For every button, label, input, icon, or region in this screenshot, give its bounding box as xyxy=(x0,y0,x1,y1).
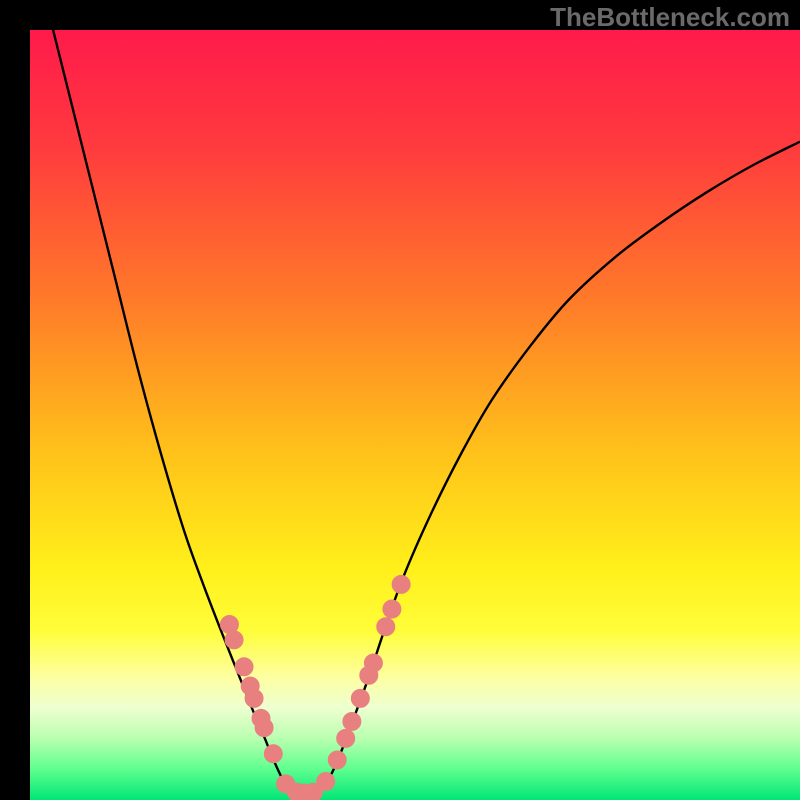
plot-area xyxy=(30,30,800,800)
marker-left xyxy=(264,745,282,763)
marker-left xyxy=(225,631,243,649)
marker-right xyxy=(392,575,410,593)
bottleneck-curve xyxy=(53,30,800,794)
marker-left xyxy=(245,689,263,707)
marker-right xyxy=(351,689,369,707)
marker-right xyxy=(364,654,382,672)
marker-right xyxy=(343,712,361,730)
marker-right xyxy=(328,751,346,769)
marker-right xyxy=(383,600,401,618)
marker-right xyxy=(377,618,395,636)
curve-svg xyxy=(30,30,800,800)
marker-right xyxy=(337,729,355,747)
watermark-text: TheBottleneck.com xyxy=(550,2,790,33)
marker-left xyxy=(255,719,273,737)
marker-right xyxy=(317,773,335,791)
marker-left xyxy=(235,658,253,676)
